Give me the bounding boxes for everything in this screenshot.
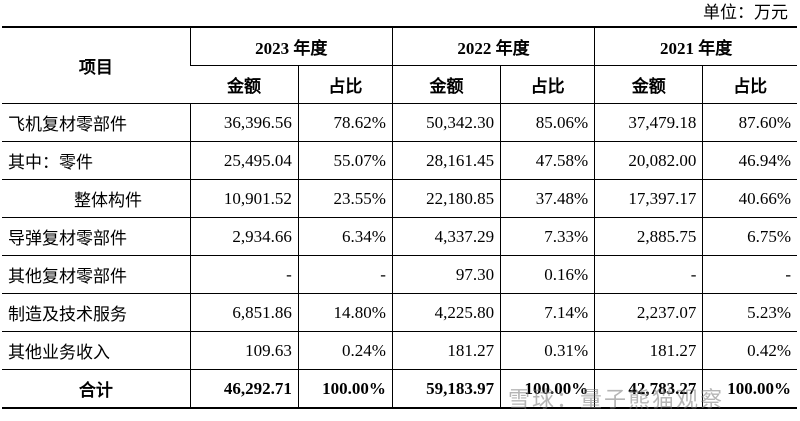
header-year-2022: 2022 年度 — [391, 26, 595, 66]
amount-cell: 22,180.85 — [391, 179, 501, 218]
row-label: 导弹复材零部件 — [2, 217, 191, 256]
table-row: 其他业务收入 109.63 0.24% 181.27 0.31% 181.27 0.42% — [2, 331, 797, 370]
row-label: 合计 — [2, 369, 191, 409]
amount-cell: 181.27 — [391, 331, 501, 370]
ratio-cell: 23.55% — [297, 179, 393, 218]
ratio-cell: 5.23% — [702, 293, 797, 332]
amount-cell: - — [594, 255, 703, 294]
total-row: 合计 46,292.71 100.00% 59,183.97 100.00% 42,783… — [2, 369, 797, 409]
header-ratio: 占比 — [500, 65, 595, 104]
ratio-cell: 87.60% — [702, 103, 797, 142]
amount-cell: 4,225.80 — [391, 293, 501, 332]
ratio-cell: 40.66% — [702, 179, 797, 218]
header-ratio: 占比 — [702, 65, 797, 104]
ratio-cell: 6.34% — [297, 217, 393, 256]
row-label: 飞机复材零部件 — [2, 103, 191, 142]
amount-cell: 28,161.45 — [391, 141, 501, 180]
revenue-table: 项目 2023 年度 2022 年度 2021 年度 金额 占比 金额 占比 金… — [2, 26, 797, 409]
ratio-cell: 37.48% — [500, 179, 595, 218]
header-row-years: 项目 2023 年度 2022 年度 2021 年度 — [2, 26, 797, 104]
ratio-cell: 78.62% — [297, 103, 393, 142]
row-label: 其中：零件 — [2, 141, 191, 180]
amount-cell: 10,901.52 — [189, 179, 299, 218]
header-ratio: 占比 — [297, 65, 393, 104]
amount-cell: 20,082.00 — [594, 141, 703, 180]
amount-cell: 42,783.27 — [594, 369, 703, 409]
header-item: 项目 — [2, 26, 191, 104]
ratio-cell: 100.00% — [297, 369, 393, 409]
ratio-cell: 47.58% — [500, 141, 595, 180]
amount-cell: 36,396.56 — [189, 103, 299, 142]
ratio-cell: 46.94% — [702, 141, 797, 180]
ratio-cell: 0.16% — [500, 255, 595, 294]
table-row: 导弹复材零部件 2,934.66 6.34% 4,337.29 7.33% 2,885.7… — [2, 217, 797, 256]
amount-cell: 59,183.97 — [391, 369, 501, 409]
amount-cell: 6,851.86 — [189, 293, 299, 332]
ratio-cell: - — [297, 255, 393, 294]
amount-cell: 4,337.29 — [391, 217, 501, 256]
table-row: 其他复材零部件 - -97.30 0.16% - - — [2, 255, 797, 294]
header-amount: 金额 — [190, 65, 299, 104]
amount-cell: 37,479.18 — [594, 103, 703, 142]
amount-cell: 2,237.07 — [594, 293, 703, 332]
ratio-cell: 85.06% — [500, 103, 595, 142]
amount-cell: 46,292.71 — [189, 369, 299, 409]
amount-cell: 2,934.66 — [189, 217, 299, 256]
table-row: 整体构件 10,901.52 23.55% 22,180.85 37.48% 17,397… — [2, 179, 797, 218]
ratio-cell: - — [702, 255, 797, 294]
amount-cell: 50,342.30 — [391, 103, 501, 142]
ratio-cell: 7.14% — [500, 293, 595, 332]
header-row-cols: 金额 占比 金额 占比 金额 占比 — [2, 65, 797, 104]
amount-cell: 17,397.17 — [594, 179, 703, 218]
row-label: 制造及技术服务 — [2, 293, 191, 332]
ratio-cell: 0.31% — [500, 331, 595, 370]
amount-cell: 97.30 — [391, 255, 501, 294]
ratio-cell: 7.33% — [500, 217, 595, 256]
unit-label: 单位：万元 — [703, 3, 788, 22]
table-row: 其中：零件 25,495.04 55.07% 28,161.45 47.58% 20,08… — [2, 141, 797, 180]
amount-cell: 25,495.04 — [189, 141, 299, 180]
table-row: 制造及技术服务 6,851.86 14.80% 4,225.80 7.14% 2,237.… — [2, 293, 797, 332]
ratio-cell: 100.00% — [702, 369, 797, 409]
amount-cell: 109.63 — [189, 331, 299, 370]
header-amount: 金额 — [594, 65, 703, 104]
ratio-cell: 0.42% — [702, 331, 797, 370]
header-year-2021: 2021 年度 — [594, 26, 797, 66]
amount-cell: 2,885.75 — [594, 217, 703, 256]
ratio-cell: 0.24% — [297, 331, 393, 370]
header-year-2023: 2023 年度 — [189, 26, 393, 66]
ratio-cell: 100.00% — [500, 369, 595, 409]
amount-cell: 181.27 — [594, 331, 703, 370]
row-label: 整体构件 — [2, 179, 191, 218]
amount-cell: - — [189, 255, 299, 294]
ratio-cell: 55.07% — [297, 141, 393, 180]
watermark-text: 雪球：量子熊猫观察 — [508, 388, 725, 413]
row-label: 其他复材零部件 — [2, 255, 191, 294]
header-amount: 金额 — [391, 65, 501, 104]
table-row: 飞机复材零部件 36,396.56 78.62% 50,342.30 85.06% 37,… — [2, 103, 797, 142]
row-label: 其他业务收入 — [2, 331, 191, 370]
ratio-cell: 14.80% — [297, 293, 393, 332]
ratio-cell: 6.75% — [702, 217, 797, 256]
